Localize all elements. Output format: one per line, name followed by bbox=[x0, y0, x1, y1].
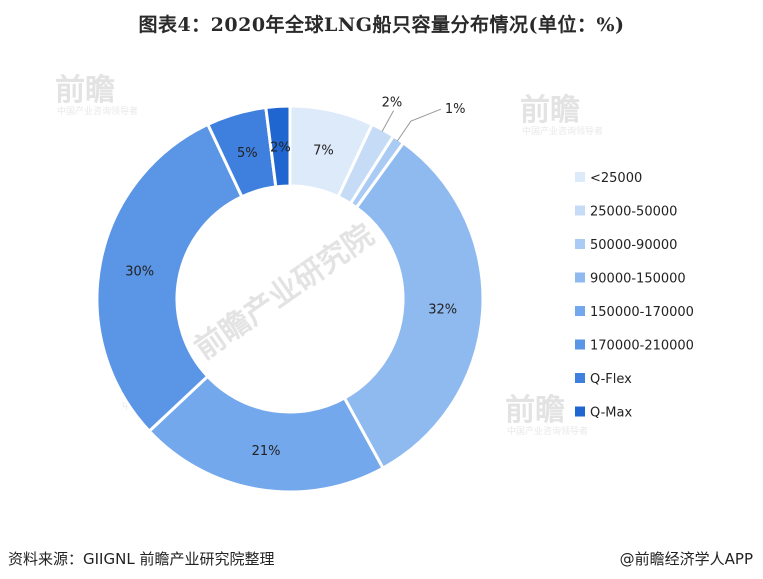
slice-label-5: 21% bbox=[252, 444, 281, 459]
watermark-subtext: 中国产业咨询领导者 bbox=[57, 105, 138, 117]
legend-label-8: Q-Max bbox=[590, 406, 632, 421]
legend-label-1: <25000 bbox=[590, 171, 642, 186]
donut-slice-8 bbox=[264, 104, 292, 189]
watermark-text: 前瞻 bbox=[520, 93, 580, 128]
legend: <25000 25000-50000 50000-90000 90000-150000… bbox=[575, 171, 694, 421]
leader-line-3 bbox=[396, 108, 442, 142]
data-labels: 7% 2% 1% 32% 21% 30% 5% 2% bbox=[125, 96, 465, 460]
slice-label-4: 32% bbox=[428, 303, 457, 318]
legend-label-5: 150000-170000 bbox=[590, 305, 694, 320]
legend-label-7: Q-Flex bbox=[590, 372, 632, 387]
slice-label-7: 5% bbox=[237, 146, 258, 161]
watermark-subtext: 中国产业咨询领导者 bbox=[522, 125, 603, 137]
donut-slices bbox=[95, 104, 485, 494]
legend-swatch-3 bbox=[575, 239, 585, 249]
legend-swatch-8 bbox=[575, 406, 585, 417]
legend-swatch-4 bbox=[575, 272, 585, 283]
legend-swatch-6 bbox=[575, 339, 585, 350]
slice-label-8: 2% bbox=[270, 140, 291, 155]
legend-label-3: 50000-90000 bbox=[590, 238, 677, 253]
legend-label-6: 170000-210000 bbox=[590, 339, 694, 354]
source-note: 资料来源：GIIGNL 前瞻产业研究院整理 bbox=[8, 550, 275, 568]
watermark-center-text: 前瞻产业研究院 bbox=[189, 218, 381, 367]
chart-title: 图表4：2020年全球LNG船只容量分布情况(单位：%) bbox=[138, 14, 625, 36]
donut-chart: 前瞻中国产业咨询领导者前瞻中国产业咨询领导者前瞻中国产业咨询领导者前瞻中国产业咨… bbox=[55, 73, 694, 494]
watermark-text: 前瞻 bbox=[505, 393, 565, 428]
watermark-text: 前瞻 bbox=[55, 73, 115, 108]
legend-label-4: 90000-150000 bbox=[590, 272, 686, 287]
slice-label-6: 30% bbox=[125, 264, 154, 279]
donut-slice-6 bbox=[95, 122, 244, 434]
legend-label-2: 25000-50000 bbox=[590, 205, 677, 220]
slice-label-1: 7% bbox=[313, 144, 334, 159]
legend-swatch-7 bbox=[575, 373, 585, 383]
watermark-subtext: 中国产业咨询领导者 bbox=[507, 425, 588, 437]
donut-slice-4 bbox=[342, 140, 485, 471]
legend-swatch-1 bbox=[575, 172, 585, 182]
legend-swatch-5 bbox=[575, 306, 585, 316]
slice-label-2: 2% bbox=[382, 96, 403, 111]
legend-swatch-2 bbox=[575, 205, 585, 216]
credit-note: @前瞻经济学人APP bbox=[619, 550, 753, 568]
leader-line-2 bbox=[381, 110, 395, 132]
leader-lines bbox=[381, 108, 442, 142]
slice-label-3: 1% bbox=[445, 102, 466, 117]
donut-slice-5 bbox=[147, 374, 386, 494]
